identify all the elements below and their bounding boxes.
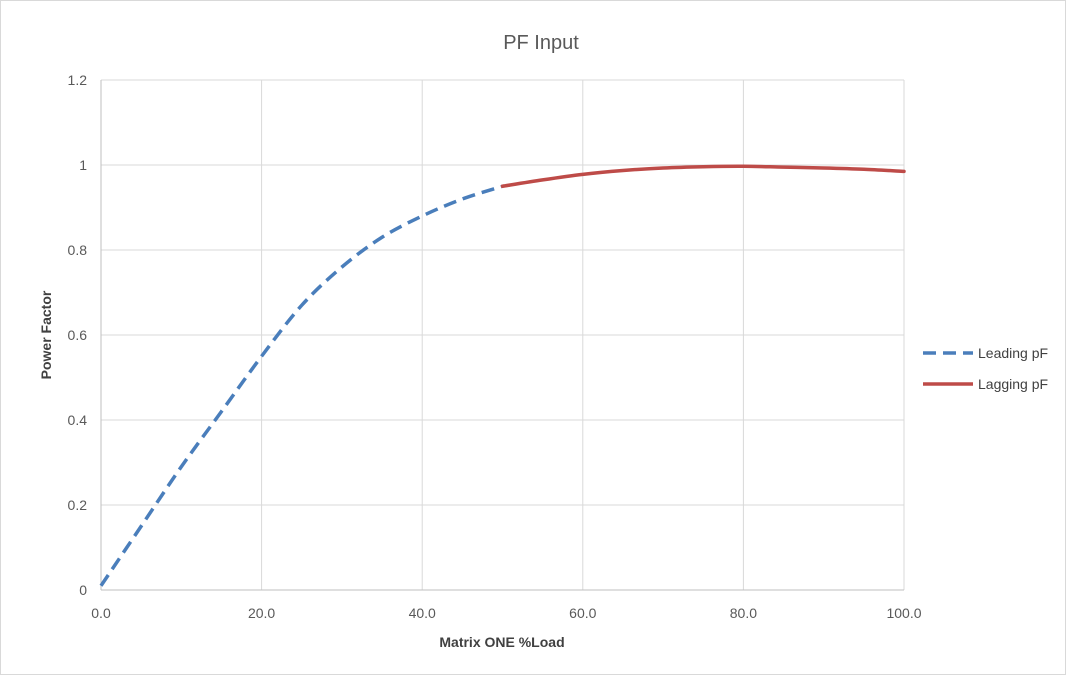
x-tick-label: 60.0 xyxy=(569,605,596,621)
legend-item-lagging: Lagging pF xyxy=(923,376,1048,392)
y-tick-label: 0.8 xyxy=(68,242,88,258)
x-tick-label: 100.0 xyxy=(886,605,921,621)
series-line-leading-pf xyxy=(99,184,504,587)
legend-label-lagging: Lagging pF xyxy=(978,376,1048,392)
x-tick-label: 80.0 xyxy=(730,605,757,621)
legend: Leading pF Lagging pF xyxy=(923,345,1048,392)
x-tick-label: 40.0 xyxy=(409,605,436,621)
y-axis-title: Power Factor xyxy=(38,290,54,379)
axes xyxy=(100,80,904,591)
series-lines xyxy=(99,164,906,587)
x-tick-label: 0.0 xyxy=(91,605,111,621)
y-axis-tick-labels: 0 0.2 0.4 0.6 0.8 1 1.2 xyxy=(68,72,88,598)
y-tick-label: 1 xyxy=(79,157,87,173)
y-tick-label: 0.2 xyxy=(68,497,88,513)
y-tick-label: 0 xyxy=(79,582,87,598)
gridlines xyxy=(101,79,905,590)
chart-title: PF Input xyxy=(503,32,579,54)
y-tick-label: 0.6 xyxy=(68,327,88,343)
series-line-lagging-pf xyxy=(500,164,906,188)
y-tick-label: 0.4 xyxy=(68,412,88,428)
legend-item-leading: Leading pF xyxy=(923,345,1048,361)
x-axis-title: Matrix ONE %Load xyxy=(439,634,564,650)
x-axis-tick-labels: 0.0 20.0 40.0 60.0 80.0 100.0 xyxy=(91,605,921,621)
legend-label-leading: Leading pF xyxy=(978,345,1048,361)
y-tick-label: 1.2 xyxy=(68,72,88,88)
x-tick-label: 20.0 xyxy=(248,605,275,621)
